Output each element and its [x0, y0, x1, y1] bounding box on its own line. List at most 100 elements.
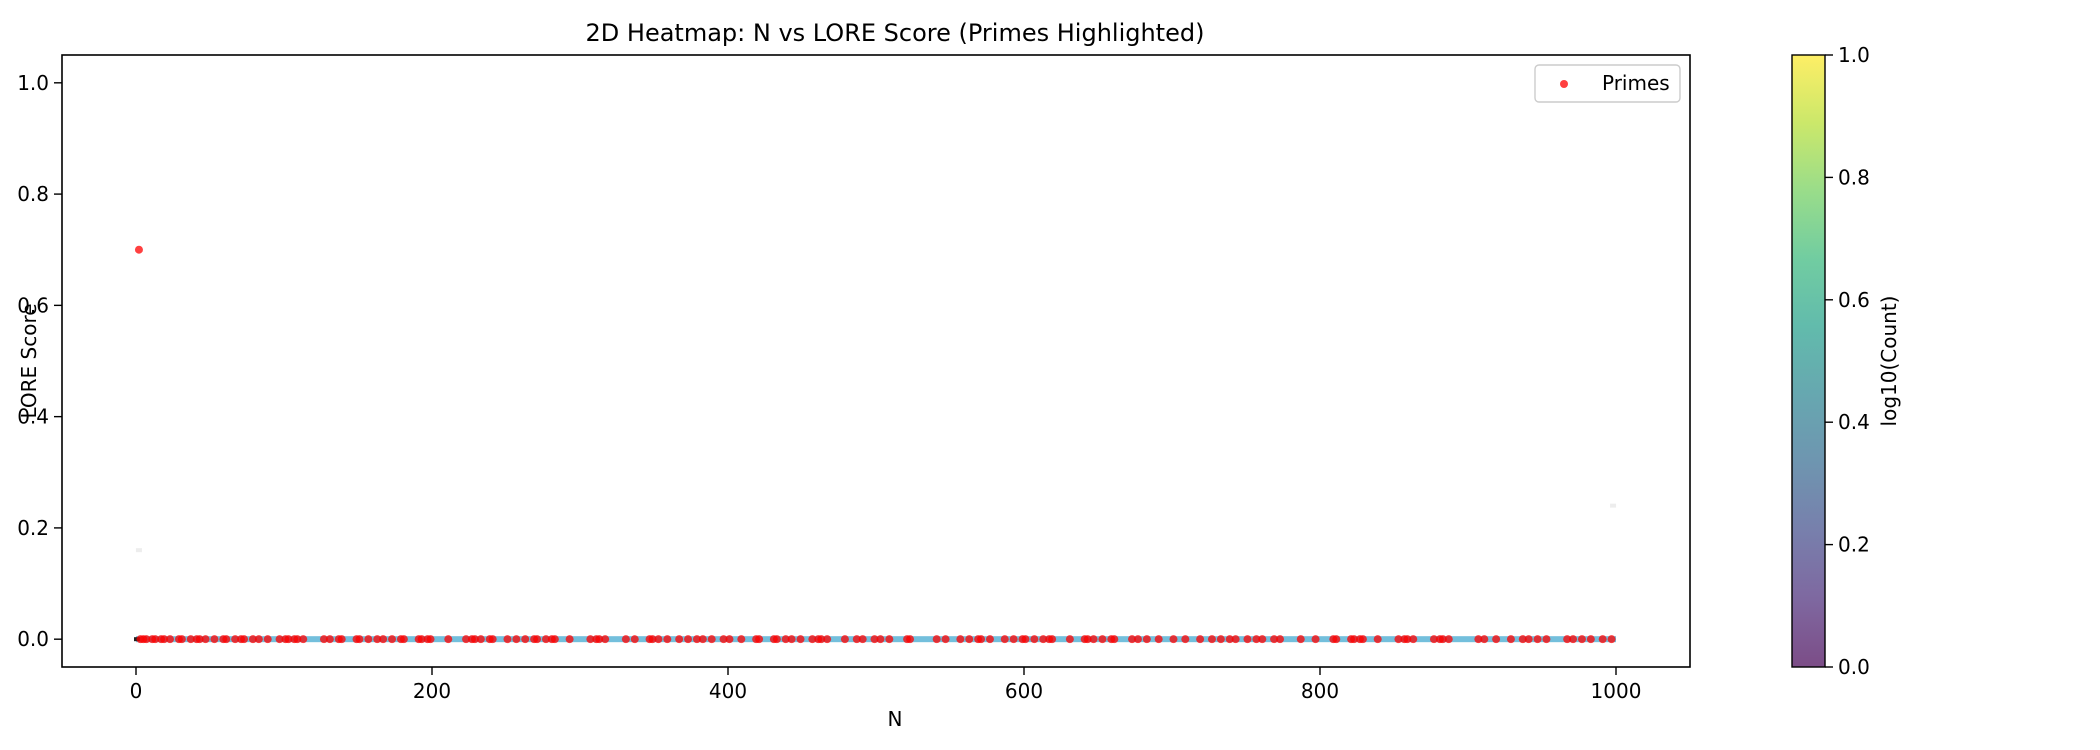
prime-point: [1231, 635, 1240, 644]
prime-point: [941, 635, 950, 644]
prime-point: [240, 635, 249, 644]
prime-point: [1533, 635, 1542, 644]
prime-point: [601, 635, 610, 644]
prime-point: [1577, 635, 1586, 644]
prime-point: [1350, 635, 1359, 644]
heatmap-layer: [134, 503, 1617, 643]
prime-point: [1128, 635, 1137, 644]
prime-point: [151, 635, 160, 644]
legend-label-primes: Primes: [1602, 71, 1670, 95]
colorbar-tick-label: 0.6: [1838, 288, 1870, 312]
prime-point: [293, 635, 302, 644]
prime-point: [755, 635, 764, 644]
prime-point: [299, 635, 308, 644]
heatmap-cell: [135, 548, 142, 553]
prime-point: [1506, 635, 1515, 644]
prime-point: [142, 635, 151, 644]
prime-point: [1607, 635, 1616, 644]
prime-point: [337, 635, 346, 644]
prime-point: [1409, 635, 1418, 644]
prime-point: [648, 635, 657, 644]
prime-point: [719, 635, 728, 644]
prime-point: [284, 635, 293, 644]
prime-point: [985, 635, 994, 644]
y-axis-label: LORE Score: [17, 303, 41, 418]
prime-point: [565, 635, 574, 644]
prime-point: [663, 635, 672, 644]
prime-point: [840, 635, 849, 644]
y-tick-label: 0.4: [17, 405, 49, 429]
prime-point: [1065, 635, 1074, 644]
prime-point: [512, 635, 521, 644]
prime-point: [248, 635, 257, 644]
plot-frame: [61, 54, 1691, 668]
prime-point: [417, 635, 426, 644]
prime-point: [885, 635, 894, 644]
prime-point: [1169, 635, 1178, 644]
prime-point: [858, 635, 867, 644]
legend-box: [1534, 64, 1681, 103]
prime-point: [675, 635, 684, 644]
prime-point: [521, 635, 530, 644]
prime-point: [1438, 635, 1447, 644]
colorbar-tick-label: 0.4: [1838, 410, 1870, 434]
y-tick-label: 0.6: [17, 293, 49, 317]
prime-point: [737, 635, 746, 644]
prime-point: [550, 635, 559, 644]
prime-point: [319, 635, 328, 644]
prime-point: [476, 635, 485, 644]
prime-point: [772, 635, 781, 644]
prime-point: [725, 635, 734, 644]
prime-point: [906, 635, 915, 644]
prime-point: [533, 635, 542, 644]
prime-point: [373, 635, 382, 644]
prime-point: [1030, 635, 1039, 644]
prime-point: [275, 635, 284, 644]
prime-point: [1394, 635, 1403, 644]
prime-point: [817, 635, 826, 644]
prime-point: [1276, 635, 1285, 644]
prime-point: [1598, 635, 1607, 644]
prime-point: [1252, 635, 1261, 644]
colorbar-tick-label: 1.0: [1838, 43, 1870, 67]
y-tick-label: 0.8: [17, 182, 49, 206]
prime-point: [1492, 635, 1501, 644]
prime-point: [1403, 635, 1412, 644]
prime-point: [1133, 635, 1142, 644]
prime-point: [1311, 635, 1320, 644]
prime-point: [388, 635, 397, 644]
prime-point: [1098, 635, 1107, 644]
prime-point: [654, 635, 663, 644]
colorbar-tick-label: 0.8: [1838, 165, 1870, 189]
prime-point: [870, 635, 879, 644]
colorbar-tick-label: 0.0: [1838, 655, 1870, 679]
prime-point: [1270, 635, 1279, 644]
chart-title: 2D Heatmap: N vs LORE Score (Primes High…: [586, 19, 1205, 47]
prime-point: [692, 635, 701, 644]
prime-point: [444, 635, 453, 644]
prime-point: [876, 635, 885, 644]
prime-point: [426, 635, 435, 644]
prime-point: [852, 635, 861, 644]
prime-point: [823, 635, 832, 644]
prime-point: [787, 635, 796, 644]
prime-point: [1110, 635, 1119, 644]
prime-point: [462, 635, 471, 644]
prime-point: [1480, 635, 1489, 644]
colorbar: [1791, 54, 1826, 668]
prime-point: [630, 635, 639, 644]
prime-point: [263, 635, 272, 644]
prime-point: [1332, 635, 1341, 644]
prime-point: [364, 635, 373, 644]
prime-point: [707, 635, 716, 644]
x-tick-label: 800: [1301, 679, 1339, 703]
prime-point: [166, 635, 175, 644]
prime-point: [1048, 635, 1057, 644]
prime-point: [488, 635, 497, 644]
prime-point: [1216, 635, 1225, 644]
y-tick-label: 1.0: [17, 71, 49, 95]
prime-point: [586, 635, 595, 644]
prime-point: [379, 635, 388, 644]
prime-point: [956, 635, 965, 644]
